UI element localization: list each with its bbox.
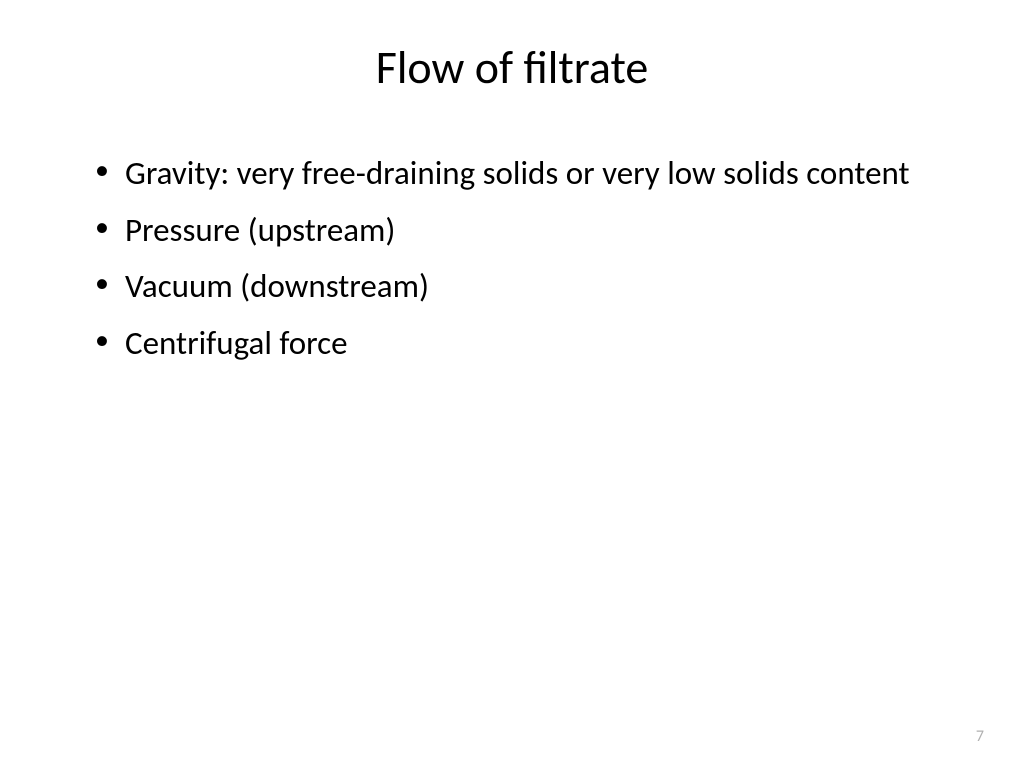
bullet-list: Gravity: very free-draining solids or ve… xyxy=(95,151,954,365)
bullet-item: Pressure (upstream) xyxy=(95,208,954,253)
bullet-item: Vacuum (downstream) xyxy=(95,264,954,309)
bullet-item: Gravity: very free-draining solids or ve… xyxy=(95,151,954,196)
slide-content: Gravity: very free-draining solids or ve… xyxy=(70,151,954,365)
page-number: 7 xyxy=(976,727,984,746)
slide-container: Flow of filtrate Gravity: very free-drai… xyxy=(0,0,1024,768)
slide-title: Flow of filtrate xyxy=(70,40,954,96)
bullet-item: Centrifugal force xyxy=(95,321,954,366)
